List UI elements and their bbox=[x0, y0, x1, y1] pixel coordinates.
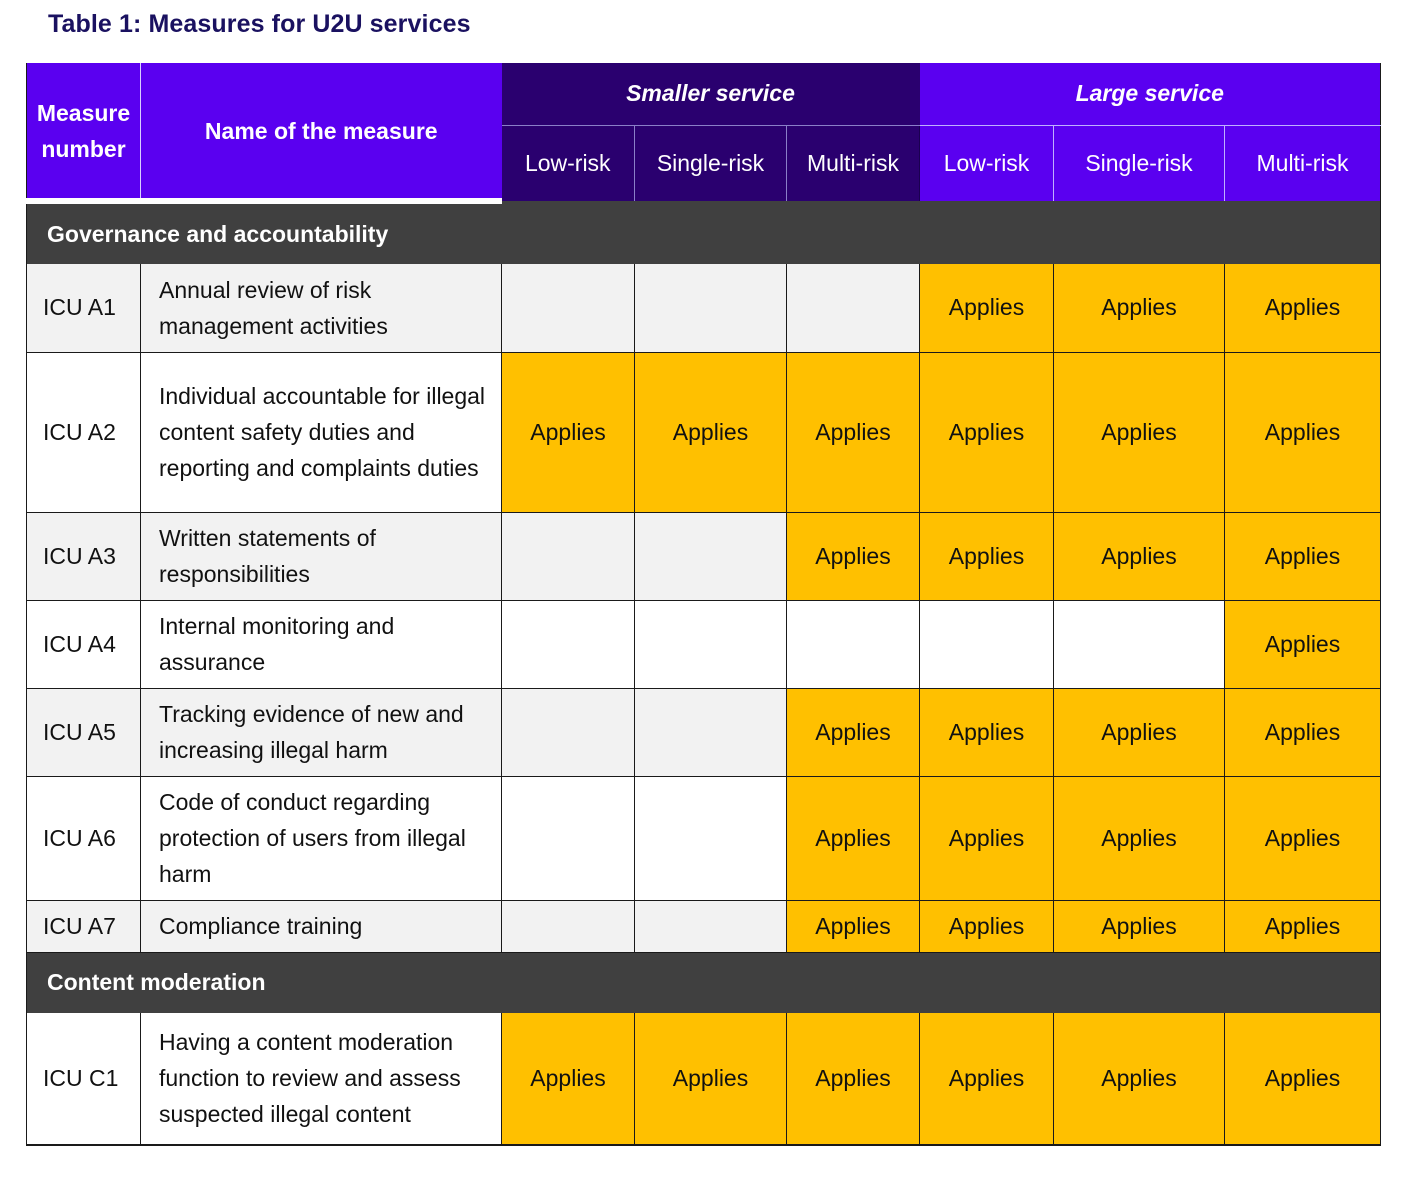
applies-cell: Applies bbox=[1224, 688, 1381, 777]
table-row: ICU A5 Tracking evidence of new and incre… bbox=[26, 688, 1381, 777]
empty-cell bbox=[1053, 600, 1225, 689]
header-smaller-service: Smaller service bbox=[501, 63, 920, 126]
applies-cell: Applies bbox=[786, 900, 920, 953]
applies-cell: Applies bbox=[786, 512, 920, 601]
applies-cell: Applies bbox=[1053, 1012, 1225, 1145]
applies-cell: Applies bbox=[919, 264, 1054, 353]
measures-table: Measure number Name of the measure Small… bbox=[26, 63, 1381, 1146]
table-row: ICU A7 Compliance training Applies Applies A… bbox=[26, 900, 1381, 953]
measure-number: ICU A4 bbox=[26, 600, 141, 689]
table-row: ICU A6 Code of conduct regarding protecti… bbox=[26, 776, 1381, 901]
header-small-single-risk: Single-risk bbox=[634, 125, 787, 201]
empty-cell bbox=[634, 688, 787, 777]
applies-cell: Applies bbox=[786, 776, 920, 901]
section-title: Governance and accountability bbox=[26, 201, 1381, 264]
empty-cell bbox=[501, 264, 635, 353]
applies-cell: Applies bbox=[501, 1012, 635, 1145]
applies-cell: Applies bbox=[919, 776, 1054, 901]
applies-cell: Applies bbox=[501, 352, 635, 513]
applies-cell: Applies bbox=[919, 512, 1054, 601]
applies-cell: Applies bbox=[919, 352, 1054, 513]
table-caption: Table 1: Measures for U2U services bbox=[48, 10, 471, 38]
applies-cell: Applies bbox=[1224, 1012, 1381, 1145]
measure-number: ICU A2 bbox=[26, 352, 141, 513]
applies-cell: Applies bbox=[786, 688, 920, 777]
header-small-multi-risk: Multi-risk bbox=[786, 125, 920, 201]
measure-number: ICU A3 bbox=[26, 512, 141, 601]
measure-name: Tracking evidence of new and increasing … bbox=[140, 688, 502, 777]
table-row: ICU A4 Internal monitoring and assurance A… bbox=[26, 600, 1381, 689]
table-row: ICU C1 Having a content moderation functi… bbox=[26, 1012, 1381, 1145]
measure-name: Written statements of responsibilities bbox=[140, 512, 502, 601]
header-small-low-risk: Low-risk bbox=[501, 125, 635, 201]
applies-cell: Applies bbox=[1224, 264, 1381, 353]
header-measure-number: Measure number bbox=[26, 63, 141, 204]
applies-cell: Applies bbox=[919, 900, 1054, 953]
applies-cell: Applies bbox=[1053, 900, 1225, 953]
measure-name: Individual accountable for illegal conte… bbox=[140, 352, 502, 513]
measure-number: ICU A6 bbox=[26, 776, 141, 901]
empty-cell bbox=[786, 600, 920, 689]
applies-cell: Applies bbox=[786, 1012, 920, 1145]
header-large-service: Large service bbox=[919, 63, 1381, 126]
applies-cell: Applies bbox=[1053, 264, 1225, 353]
empty-cell bbox=[634, 900, 787, 953]
measure-name: Internal monitoring and assurance bbox=[140, 600, 502, 689]
header-large-low-risk: Low-risk bbox=[919, 125, 1054, 201]
section-title: Content moderation bbox=[26, 952, 1381, 1013]
applies-cell: Applies bbox=[1224, 900, 1381, 953]
table-row: ICU A3 Written statements of responsibili… bbox=[26, 512, 1381, 601]
measure-number: ICU A5 bbox=[26, 688, 141, 777]
header-measure-name: Name of the measure bbox=[140, 63, 502, 204]
measure-number: ICU A1 bbox=[26, 264, 141, 353]
measure-name: Having a content moderation function to … bbox=[140, 1012, 502, 1145]
header-large-single-risk: Single-risk bbox=[1053, 125, 1225, 201]
applies-cell: Applies bbox=[1053, 512, 1225, 601]
applies-cell: Applies bbox=[1224, 776, 1381, 901]
applies-cell: Applies bbox=[1053, 352, 1225, 513]
measure-name: Compliance training bbox=[140, 900, 502, 953]
applies-cell: Applies bbox=[634, 1012, 787, 1145]
applies-cell: Applies bbox=[1053, 688, 1225, 777]
empty-cell bbox=[501, 688, 635, 777]
applies-cell: Applies bbox=[919, 688, 1054, 777]
empty-cell bbox=[501, 900, 635, 953]
empty-cell bbox=[634, 600, 787, 689]
applies-cell: Applies bbox=[919, 1012, 1054, 1145]
empty-cell bbox=[501, 512, 635, 601]
table-row: ICU A1 Annual review of risk management a… bbox=[26, 264, 1381, 353]
applies-cell: Applies bbox=[1224, 600, 1381, 689]
measure-name: Code of conduct regarding protection of … bbox=[140, 776, 502, 901]
applies-cell: Applies bbox=[1224, 512, 1381, 601]
empty-cell bbox=[634, 512, 787, 601]
measure-name: Annual review of risk management activit… bbox=[140, 264, 502, 353]
applies-cell: Applies bbox=[1224, 352, 1381, 513]
section-header: Governance and accountability bbox=[26, 201, 1381, 264]
empty-cell bbox=[919, 600, 1054, 689]
table-row: ICU A2 Individual accountable for illegal… bbox=[26, 352, 1381, 513]
empty-cell bbox=[501, 600, 635, 689]
empty-cell bbox=[786, 264, 920, 353]
section-header: Content moderation bbox=[26, 952, 1381, 1013]
applies-cell: Applies bbox=[1053, 776, 1225, 901]
empty-cell bbox=[634, 776, 787, 901]
empty-cell bbox=[634, 264, 787, 353]
header-large-multi-risk: Multi-risk bbox=[1224, 125, 1381, 201]
applies-cell: Applies bbox=[786, 352, 920, 513]
applies-cell: Applies bbox=[634, 352, 787, 513]
measure-number: ICU A7 bbox=[26, 900, 141, 953]
empty-cell bbox=[501, 776, 635, 901]
measure-number: ICU C1 bbox=[26, 1012, 141, 1145]
